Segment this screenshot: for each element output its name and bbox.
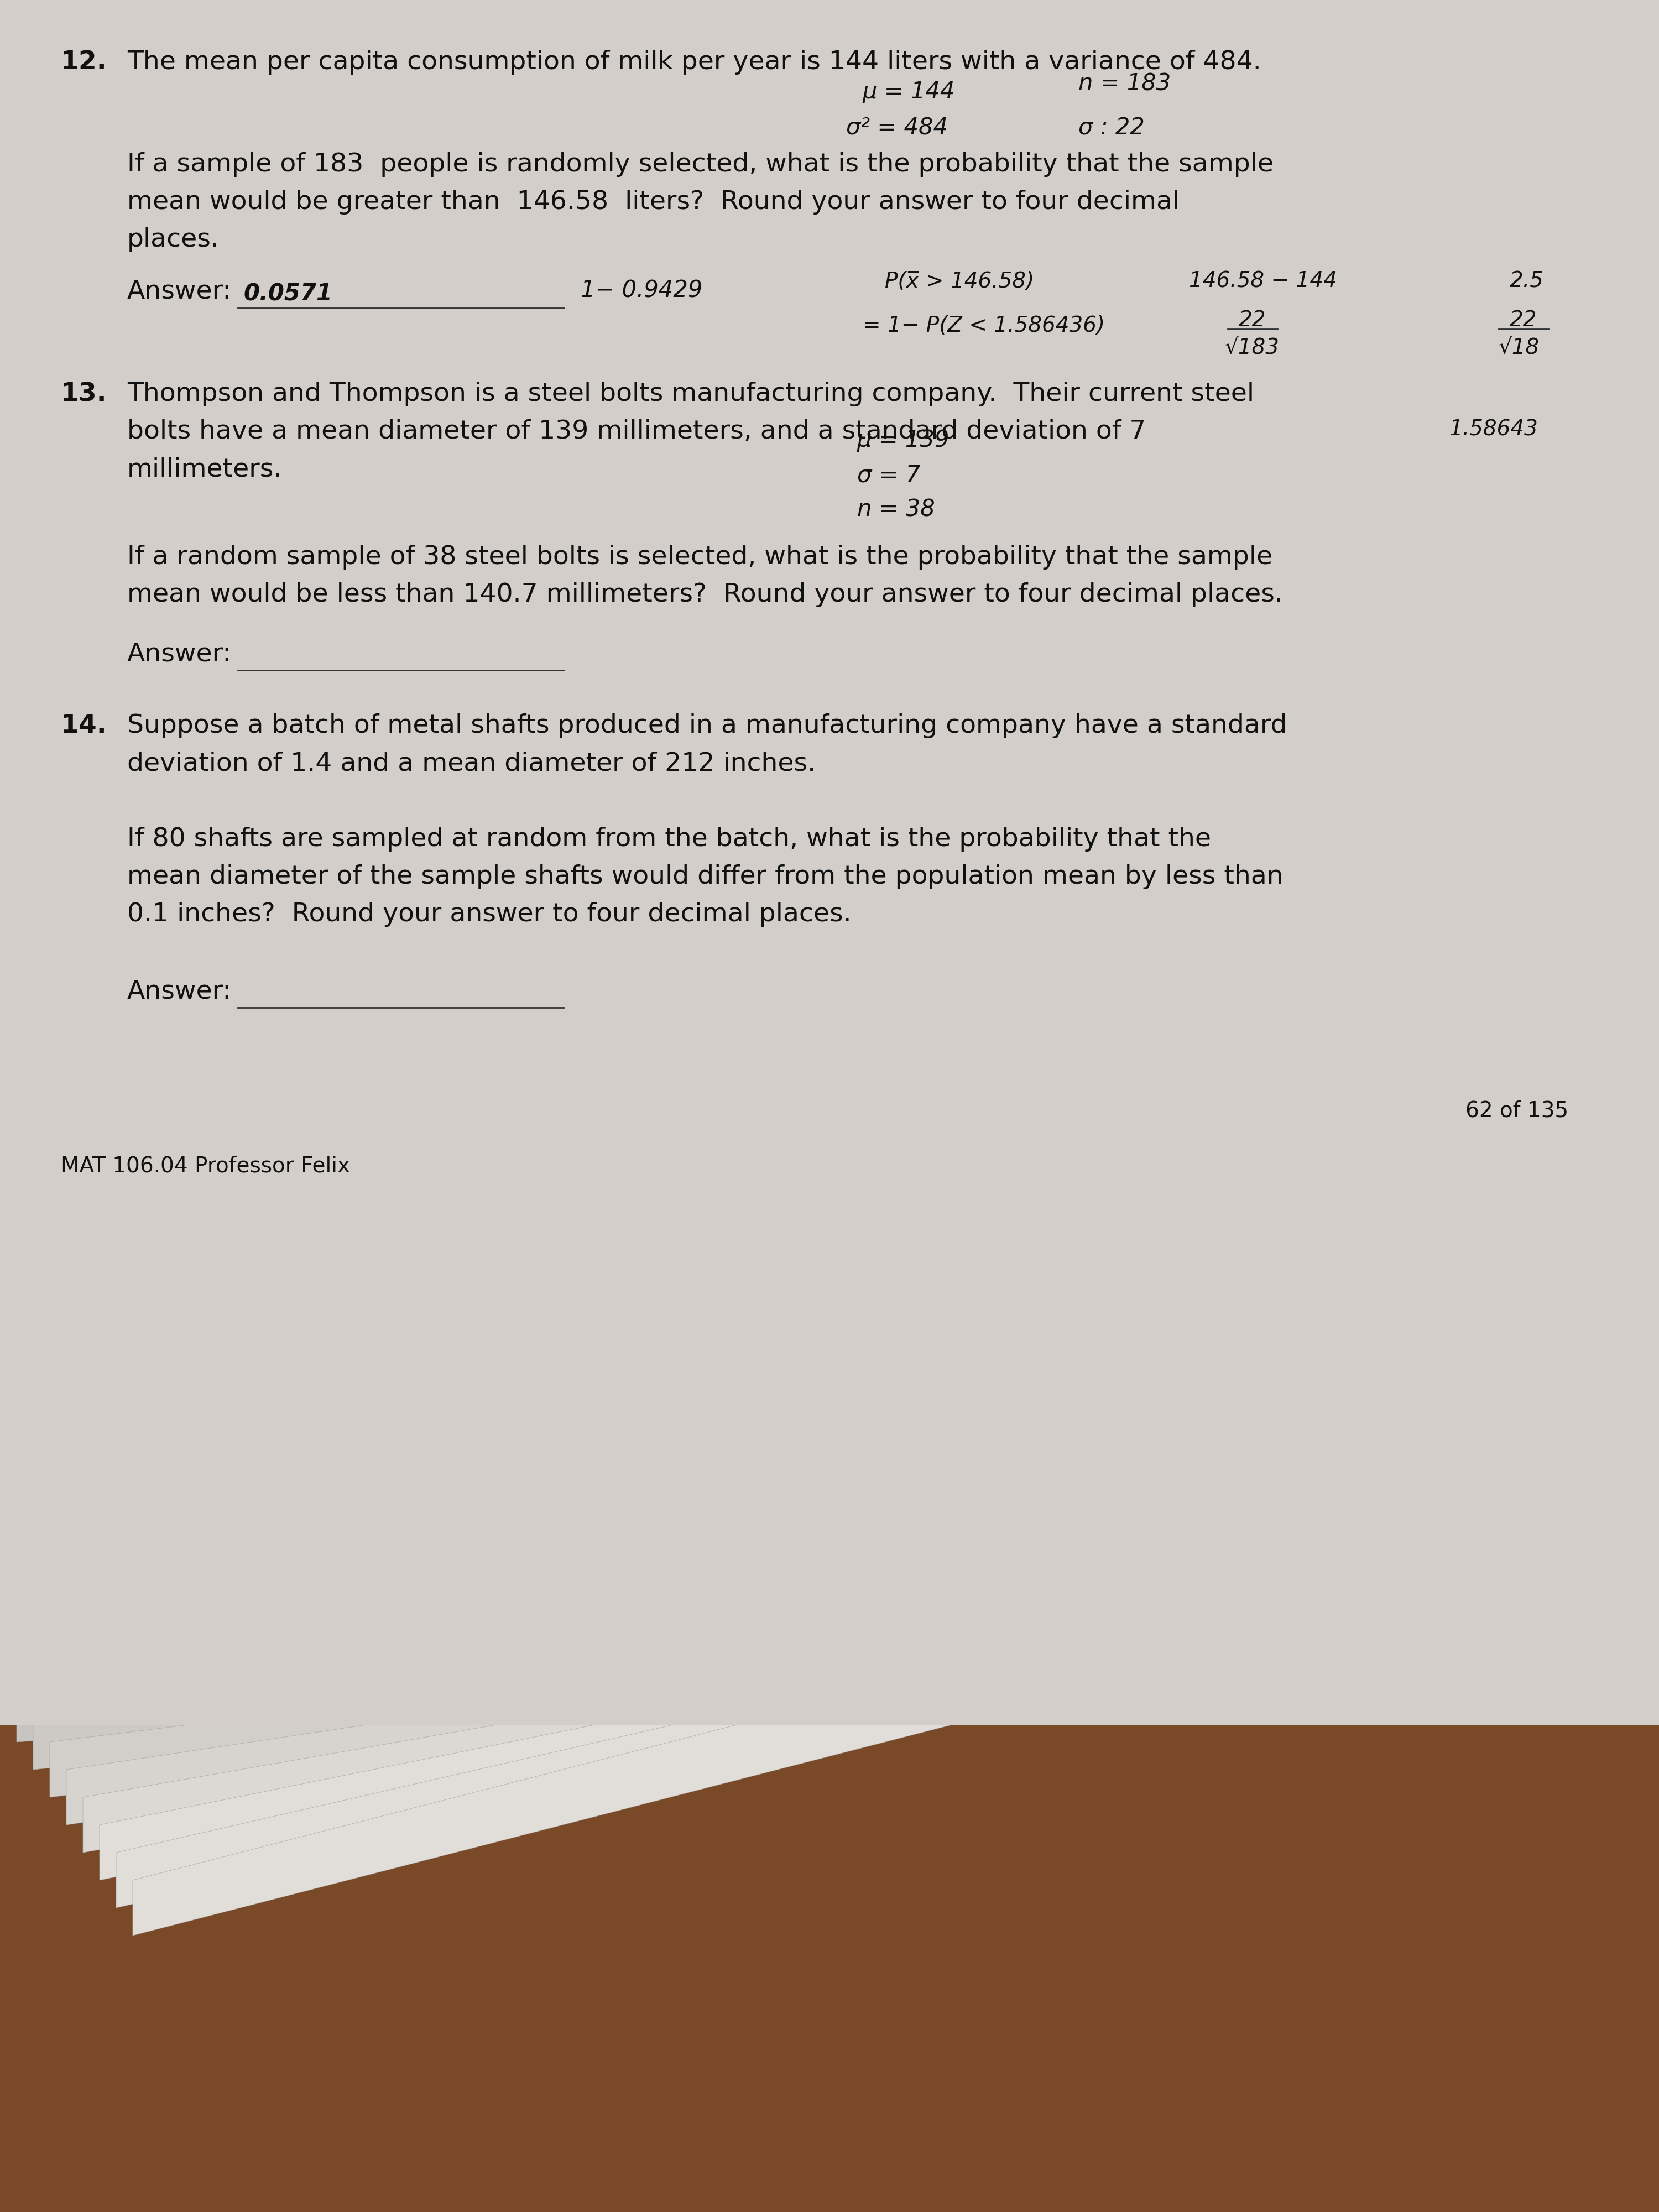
Text: √18: √18 (1498, 336, 1540, 358)
Text: 2.5: 2.5 (1510, 270, 1545, 292)
Text: 0.0571: 0.0571 (244, 281, 332, 305)
Text: P(x̅ > 146.58): P(x̅ > 146.58) (884, 270, 1034, 292)
Polygon shape (33, 1553, 1659, 1770)
Text: 62 of 135: 62 of 135 (1465, 1099, 1568, 1121)
Text: μ = 139: μ = 139 (858, 429, 949, 451)
Polygon shape (100, 1509, 1659, 1880)
Bar (0, 0, 1659, 1725)
Text: √183: √183 (1224, 336, 1279, 358)
Text: places.: places. (128, 228, 219, 252)
Text: Answer:: Answer: (128, 641, 232, 666)
Text: n = 183: n = 183 (1078, 71, 1171, 95)
Text: 13.: 13. (61, 380, 108, 407)
Text: σ : 22: σ : 22 (1078, 115, 1145, 139)
Text: = 1− P(Z < 1.586436): = 1− P(Z < 1.586436) (863, 314, 1105, 336)
Text: mean would be less than 140.7 millimeters?  Round your answer to four decimal pl: mean would be less than 140.7 millimeter… (128, 582, 1282, 606)
Text: 22: 22 (1510, 310, 1536, 330)
Text: 0.1 inches?  Round your answer to four decimal places.: 0.1 inches? Round your answer to four de… (128, 902, 851, 927)
Text: 12.: 12. (61, 49, 108, 75)
Text: n = 38: n = 38 (858, 498, 936, 522)
Polygon shape (83, 1522, 1659, 1854)
Text: mean would be greater than  146.58  liters?  Round your answer to four decimal: mean would be greater than 146.58 liters… (128, 190, 1180, 215)
Text: Suppose a batch of metal shafts produced in a manufacturing company have a stand: Suppose a batch of metal shafts produced… (128, 712, 1287, 739)
Text: MAT 106.04 Professor Felix: MAT 106.04 Professor Felix (61, 1155, 350, 1177)
Text: If a random sample of 38 steel bolts is selected, what is the probability that t: If a random sample of 38 steel bolts is … (128, 544, 1272, 568)
Text: The mean per capita consumption of milk per year is 144 liters with a variance o: The mean per capita consumption of milk … (128, 49, 1261, 75)
Bar (0, 0, 1659, 774)
Polygon shape (0, 1575, 1659, 1714)
Text: bolts have a mean diameter of 139 millimeters, and a standard deviation of 7: bolts have a mean diameter of 139 millim… (128, 420, 1146, 445)
Text: Answer:: Answer: (128, 978, 232, 1004)
Text: mean diameter of the sample shafts would differ from the population mean by less: mean diameter of the sample shafts would… (128, 865, 1284, 889)
Polygon shape (50, 1544, 1659, 1796)
Text: 14.: 14. (61, 712, 108, 739)
Text: 1.58643: 1.58643 (1448, 420, 1538, 440)
Bar (0, 166, 1659, 1714)
Polygon shape (133, 1486, 1659, 1936)
Text: 22: 22 (1239, 310, 1266, 330)
Polygon shape (66, 1531, 1659, 1825)
Text: millimeters.: millimeters. (128, 458, 282, 482)
Polygon shape (116, 1500, 1659, 1907)
Bar (0, 0, 1659, 1714)
Text: Answer:: Answer: (128, 279, 232, 303)
Text: σ = 7: σ = 7 (858, 465, 921, 487)
Text: σ² = 484: σ² = 484 (846, 115, 947, 139)
Text: 1− 0.9429: 1− 0.9429 (581, 279, 702, 303)
Text: deviation of 1.4 and a mean diameter of 212 inches.: deviation of 1.4 and a mean diameter of … (128, 752, 816, 776)
Polygon shape (17, 1566, 1659, 1743)
Text: μ = 144: μ = 144 (863, 80, 956, 104)
Text: If 80 shafts are sampled at random from the batch, what is the probability that : If 80 shafts are sampled at random from … (128, 827, 1211, 852)
Bar (0, 1548, 1659, 2212)
Text: If a sample of 183  people is randomly selected, what is the probability that th: If a sample of 183 people is randomly se… (128, 153, 1274, 177)
Text: 146.58 − 144: 146.58 − 144 (1190, 270, 1337, 292)
Text: Thompson and Thompson is a steel bolts manufacturing company.  Their current ste: Thompson and Thompson is a steel bolts m… (128, 380, 1254, 407)
